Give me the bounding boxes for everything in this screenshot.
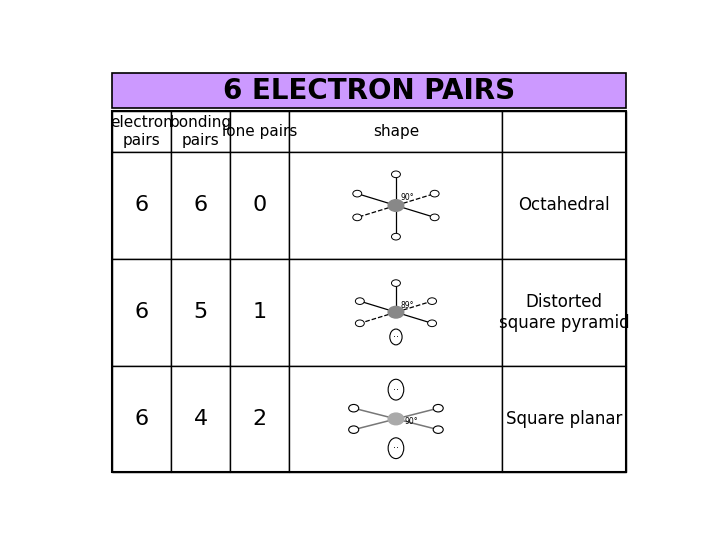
- Text: 6: 6: [135, 195, 149, 215]
- FancyBboxPatch shape: [503, 366, 626, 472]
- Circle shape: [392, 171, 400, 178]
- FancyBboxPatch shape: [503, 259, 626, 366]
- Ellipse shape: [390, 329, 402, 345]
- Circle shape: [353, 214, 361, 221]
- Circle shape: [348, 426, 359, 434]
- Text: ··: ··: [393, 384, 399, 395]
- Circle shape: [392, 233, 400, 240]
- Circle shape: [433, 426, 444, 434]
- Circle shape: [433, 404, 444, 412]
- Circle shape: [353, 190, 361, 197]
- Text: Square planar: Square planar: [506, 410, 622, 428]
- Text: 4: 4: [194, 409, 208, 429]
- FancyBboxPatch shape: [289, 366, 503, 472]
- Ellipse shape: [388, 438, 404, 458]
- Text: 0: 0: [253, 195, 267, 215]
- Text: 90°: 90°: [405, 417, 418, 426]
- Text: bonding
pairs: bonding pairs: [170, 115, 232, 147]
- Circle shape: [428, 320, 436, 327]
- Ellipse shape: [388, 379, 404, 400]
- Circle shape: [356, 298, 364, 305]
- FancyBboxPatch shape: [503, 152, 626, 259]
- Text: ··: ··: [393, 332, 399, 342]
- Circle shape: [392, 280, 400, 286]
- Text: 5: 5: [194, 302, 208, 322]
- Text: 1: 1: [253, 302, 267, 322]
- Circle shape: [388, 306, 404, 318]
- Circle shape: [356, 320, 364, 327]
- FancyBboxPatch shape: [503, 111, 626, 152]
- FancyBboxPatch shape: [171, 259, 230, 366]
- FancyBboxPatch shape: [112, 111, 171, 152]
- FancyBboxPatch shape: [230, 366, 289, 472]
- FancyBboxPatch shape: [289, 259, 503, 366]
- Text: Distorted
square pyramid: Distorted square pyramid: [499, 293, 629, 332]
- FancyBboxPatch shape: [289, 111, 503, 152]
- Circle shape: [430, 214, 439, 221]
- FancyBboxPatch shape: [289, 152, 503, 259]
- FancyBboxPatch shape: [112, 366, 171, 472]
- FancyBboxPatch shape: [112, 152, 171, 259]
- Circle shape: [430, 190, 439, 197]
- FancyBboxPatch shape: [171, 111, 230, 152]
- Text: 6 ELECTRON PAIRS: 6 ELECTRON PAIRS: [223, 77, 515, 105]
- Text: 6: 6: [135, 302, 149, 322]
- Text: lone pairs: lone pairs: [222, 124, 297, 139]
- Text: ··: ··: [393, 443, 399, 453]
- Text: 90°: 90°: [400, 193, 414, 202]
- FancyBboxPatch shape: [112, 259, 171, 366]
- Circle shape: [388, 200, 404, 211]
- Circle shape: [428, 298, 436, 305]
- Text: 89°: 89°: [400, 301, 414, 310]
- Text: Octahedral: Octahedral: [518, 197, 610, 214]
- Circle shape: [388, 413, 404, 425]
- FancyBboxPatch shape: [112, 73, 626, 109]
- FancyBboxPatch shape: [171, 366, 230, 472]
- Text: 6: 6: [135, 409, 149, 429]
- Text: electron
pairs: electron pairs: [110, 115, 174, 147]
- FancyBboxPatch shape: [230, 259, 289, 366]
- Text: 6: 6: [194, 195, 208, 215]
- Text: 2: 2: [253, 409, 267, 429]
- FancyBboxPatch shape: [171, 152, 230, 259]
- Text: shape: shape: [373, 124, 419, 139]
- Circle shape: [348, 404, 359, 412]
- FancyBboxPatch shape: [230, 111, 289, 152]
- FancyBboxPatch shape: [230, 152, 289, 259]
